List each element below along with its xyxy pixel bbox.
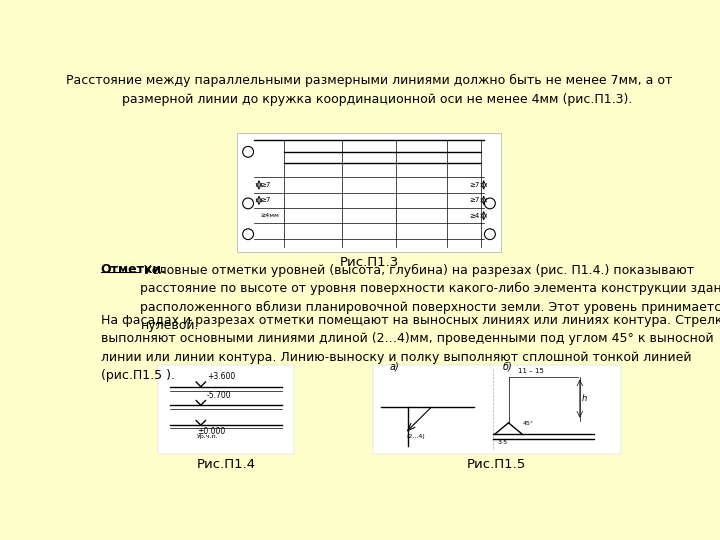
Text: Отметки.: Отметки. — [101, 264, 166, 276]
Text: Рис.П1.3: Рис.П1.3 — [339, 256, 399, 269]
Text: ≥7: ≥7 — [469, 197, 480, 204]
Text: 3-5: 3-5 — [498, 440, 508, 445]
Text: Рис.П1.5: Рис.П1.5 — [467, 457, 526, 470]
Text: (2...4): (2...4) — [406, 434, 425, 440]
Text: Условные отметки уровней (высота, глубина) на разрезах (рис. П1.4.) показывают
р: Условные отметки уровней (высота, глубин… — [140, 264, 720, 332]
Bar — [158, 365, 294, 454]
Text: ≥7: ≥7 — [469, 182, 480, 188]
Text: а): а) — [390, 362, 400, 372]
Text: +3.600: +3.600 — [207, 372, 235, 381]
Bar — [238, 132, 500, 252]
Text: 45°: 45° — [523, 421, 534, 426]
Text: -5.700: -5.700 — [207, 391, 232, 400]
Bar — [373, 365, 621, 454]
Text: ≥4мм: ≥4мм — [261, 213, 279, 218]
Text: ≥4: ≥4 — [469, 213, 480, 219]
Text: б): б) — [503, 362, 513, 372]
Text: Ур.ч.п.: Ур.ч.п. — [197, 434, 219, 440]
Text: 11 – 15: 11 – 15 — [518, 368, 544, 374]
Text: ≥7: ≥7 — [261, 197, 271, 204]
Text: На фасадах и разрезах отметки помещают на выносных линиях или линиях контура. Ст: На фасадах и разрезах отметки помещают н… — [101, 314, 720, 382]
Text: ≥7: ≥7 — [261, 182, 271, 188]
Text: Расстояние между параллельными размерными линиями должно быть не менее 7мм, а от: Расстояние между параллельными размерным… — [66, 74, 672, 106]
Text: ±0.000: ±0.000 — [197, 427, 225, 436]
Text: h: h — [582, 394, 588, 403]
Text: Рис.П1.4: Рис.П1.4 — [197, 457, 256, 470]
